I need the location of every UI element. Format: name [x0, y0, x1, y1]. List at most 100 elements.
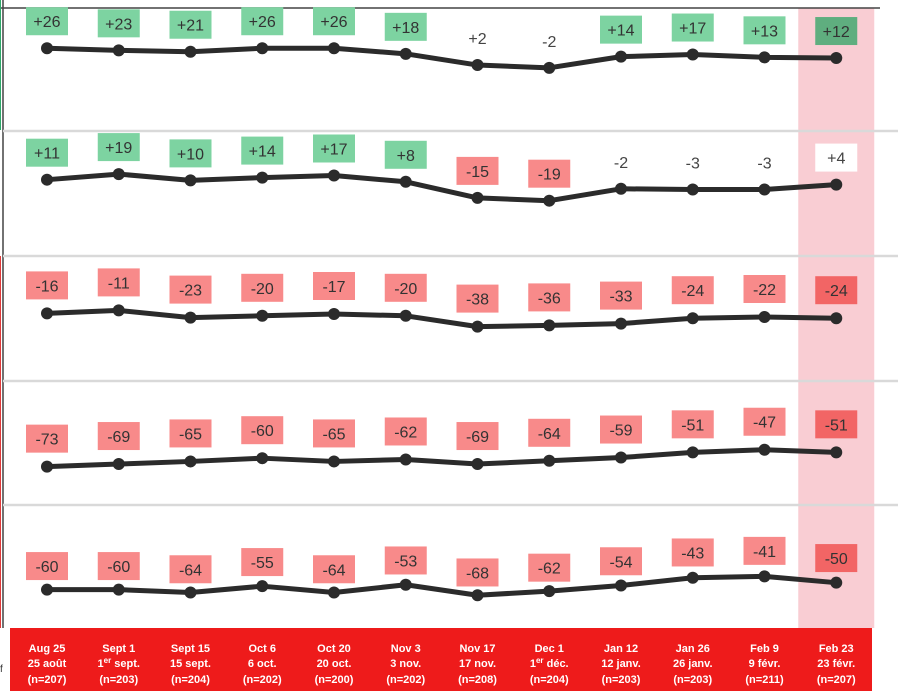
- data-point: [543, 194, 556, 207]
- series-line: [44, 447, 839, 470]
- data-label: +2: [468, 31, 486, 48]
- data-point: [758, 51, 771, 64]
- data-label: +4: [827, 151, 845, 168]
- series-1: +26 +23 +21 +26 +26 +18 +2 -2 +14 +17 +13 +12: [26, 7, 858, 74]
- x-tick-label-n: (n=203): [602, 674, 641, 686]
- data-label: +19: [105, 140, 132, 157]
- data-label-box: [600, 415, 642, 444]
- data-point: [41, 460, 53, 473]
- data-label-box: [313, 555, 355, 584]
- data-point: [830, 446, 843, 459]
- data-point: [41, 42, 53, 55]
- x-tick-label-fr: 15 sept.: [170, 658, 211, 670]
- data-label-box: [313, 134, 355, 163]
- data-point: [471, 320, 484, 333]
- data-point: [471, 191, 484, 204]
- data-label: -69: [466, 429, 489, 446]
- data-label-box: [815, 143, 858, 172]
- data-point: [399, 47, 412, 60]
- data-label-box: [384, 417, 427, 446]
- data-point: [830, 312, 843, 325]
- data-point: [471, 59, 484, 72]
- data-point: [328, 586, 340, 599]
- data-label: -69: [107, 429, 130, 446]
- data-label-box: [313, 272, 355, 300]
- data-point: [256, 171, 269, 184]
- footnote-marker: f: [0, 664, 3, 675]
- x-axis-category: Nov 3 3 nov. (n=202): [386, 643, 425, 686]
- data-point: [41, 583, 53, 596]
- x-axis-category: Sept 15 15 sept. (n=204): [170, 643, 211, 686]
- x-tick-label-en: Sept 1: [102, 643, 135, 655]
- data-point: [686, 48, 699, 61]
- data-point: [256, 580, 269, 593]
- data-label-box: [169, 139, 212, 168]
- data-point: [615, 50, 627, 63]
- data-label: -23: [179, 283, 202, 300]
- x-tick-label-n: (n=211): [745, 674, 784, 686]
- data-point: [256, 42, 269, 55]
- x-axis-band: [10, 628, 872, 691]
- data-label: -41: [753, 544, 776, 561]
- series-line: [44, 307, 839, 330]
- data-label-box: [169, 555, 212, 584]
- x-tick-label-n: (n=203): [99, 674, 138, 686]
- x-tick-label-n: (n=202): [243, 674, 282, 686]
- data-point: [112, 458, 125, 471]
- data-label-box: [384, 140, 427, 169]
- data-label: -2: [542, 34, 556, 51]
- series-5: -60 -60 -64 -55 -64 -53 -68 -62 -54 -43 -41 -50: [26, 536, 858, 602]
- x-tick-label-fr: 1er sept.: [98, 656, 140, 670]
- data-point: [184, 311, 197, 324]
- x-tick-label-en: Feb 9: [750, 643, 779, 655]
- data-label: +17: [679, 21, 706, 38]
- data-point: [686, 312, 699, 325]
- data-label: -54: [609, 554, 632, 571]
- data-point: [328, 455, 340, 468]
- data-label: -47: [753, 415, 776, 432]
- data-point: [543, 319, 556, 332]
- data-point: [256, 309, 269, 322]
- x-tick-label-en: Oct 20: [317, 643, 351, 655]
- data-label-box: [600, 547, 642, 576]
- x-axis-category: Jan 26 26 janv. (n=203): [673, 643, 713, 686]
- data-point: [686, 571, 699, 584]
- data-point: [543, 454, 556, 467]
- data-label-box: [456, 284, 499, 313]
- data-point: [615, 451, 627, 464]
- data-label-box: [313, 7, 355, 36]
- data-label-box: [241, 136, 284, 165]
- data-label: -60: [35, 559, 58, 576]
- series-3: -16 -11 -23 -20 -17 -20 -38 -36 -33 -24 -22 -24: [26, 268, 858, 333]
- data-point: [184, 586, 197, 599]
- data-label: -2: [614, 155, 628, 172]
- x-tick-label-en: Sept 15: [171, 643, 210, 655]
- x-tick-label-en: Jan 26: [676, 643, 710, 655]
- data-label: -64: [538, 426, 561, 443]
- data-label-box: [97, 422, 140, 451]
- data-label-box: [528, 553, 571, 582]
- x-axis-category: Jan 12 12 janv. (n=203): [601, 643, 641, 686]
- data-label-box: [743, 16, 786, 45]
- data-label: -55: [251, 555, 274, 572]
- data-label-box: [97, 552, 140, 581]
- data-label: -53: [394, 553, 417, 570]
- data-label: -36: [538, 290, 561, 307]
- data-label-box: [815, 17, 858, 46]
- data-label-box: [169, 275, 212, 304]
- series-2: +11 +19 +10 +14 +17 +8 -15 -19 -2 -3 -3 +4: [26, 133, 858, 207]
- data-label-box: [313, 419, 355, 448]
- x-tick-label-fr: 25 août: [28, 658, 67, 670]
- data-label: -50: [825, 551, 848, 568]
- x-tick-label-en: Aug 25: [29, 643, 66, 655]
- data-label: +14: [607, 23, 634, 40]
- data-label-box: [26, 424, 68, 453]
- data-label: +11: [34, 146, 60, 163]
- data-point: [399, 309, 412, 322]
- data-label: -62: [538, 561, 561, 578]
- data-label-box: [169, 10, 212, 39]
- data-label: -24: [825, 283, 848, 300]
- data-label-box: [671, 538, 714, 567]
- data-label: -51: [825, 417, 848, 434]
